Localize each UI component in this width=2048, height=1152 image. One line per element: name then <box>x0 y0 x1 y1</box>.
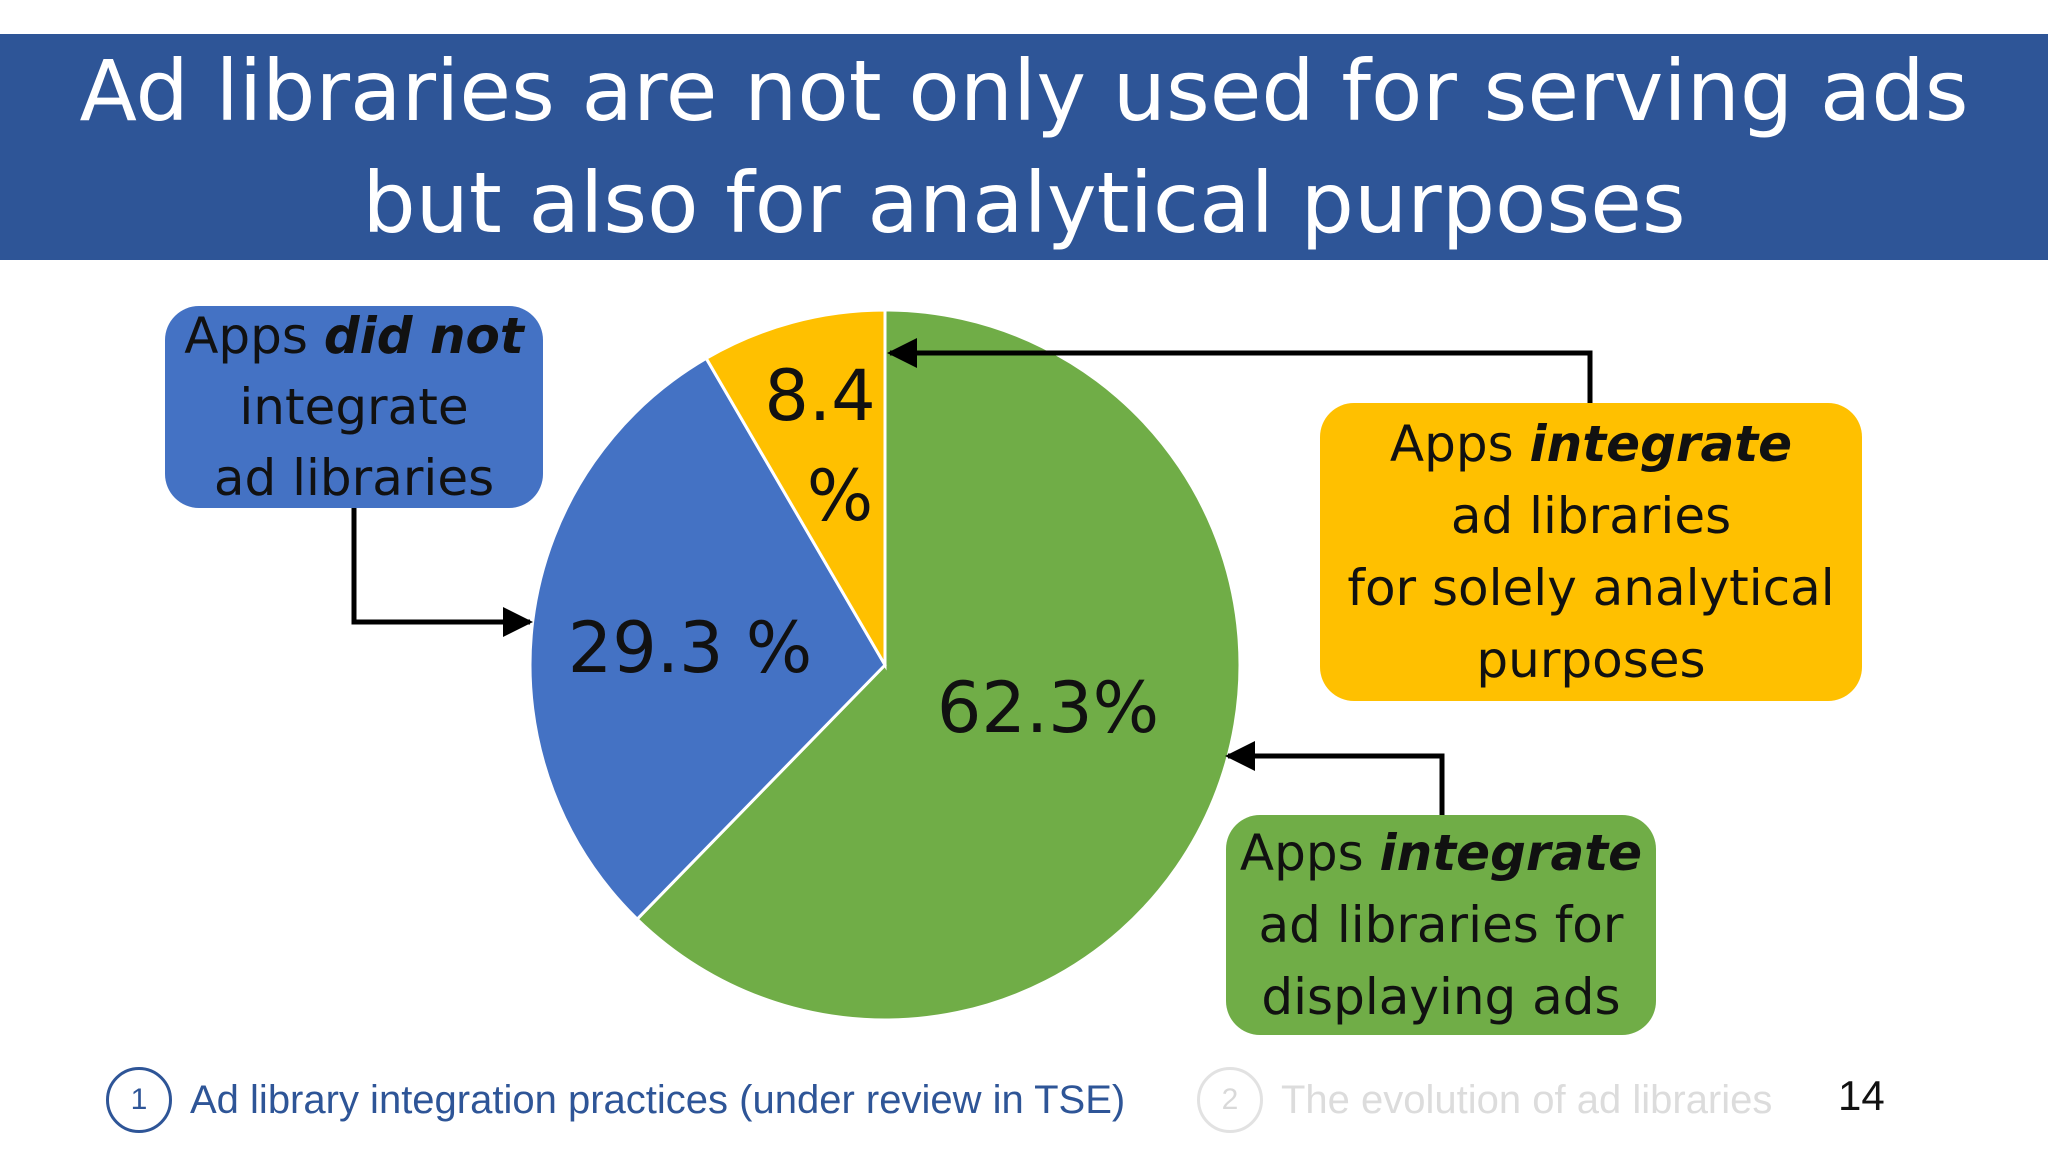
emphasis-integrate: integrate <box>1379 824 1643 882</box>
pie-slice-green <box>635 308 1242 1022</box>
callout-not-integrate: Apps did not integrate ad libraries <box>165 306 543 508</box>
pie-label-blue: 29.3 % <box>568 607 813 689</box>
connector-yellow <box>887 338 1593 403</box>
section-number-badge: 1 <box>106 1067 172 1133</box>
pie-label-green: 62.3% <box>937 667 1159 749</box>
callout-displaying: Apps integrate ad libraries for displayi… <box>1226 815 1656 1035</box>
emphasis-integrate: integrate <box>1529 415 1793 473</box>
pie-label-yellow-percent: % <box>807 455 874 537</box>
footer-section-inactive: 2 The evolution of ad libraries <box>1197 1067 1773 1133</box>
title-bar: Ad libraries are not only used for servi… <box>0 34 2048 260</box>
pie-label-yellow-number: 8.4 <box>764 355 875 437</box>
emphasis-did-not: did not <box>323 306 524 365</box>
section-number-badge: 2 <box>1197 1067 1263 1133</box>
callout-analytical: Apps integrate ad libraries for solely a… <box>1320 403 1862 701</box>
pie-slice-yellow <box>704 308 887 671</box>
footer-section-active: 1 Ad library integration practices (unde… <box>106 1067 1126 1133</box>
connector-blue <box>351 508 533 637</box>
page-number: 14 <box>1838 1072 1885 1119</box>
connector-green <box>1225 741 1445 815</box>
slide-title: Ad libraries are not only used for servi… <box>79 42 1969 252</box>
section-title-inactive: The evolution of ad libraries <box>1281 1077 1773 1122</box>
section-title-active: Ad library integration practices (under … <box>190 1077 1126 1122</box>
